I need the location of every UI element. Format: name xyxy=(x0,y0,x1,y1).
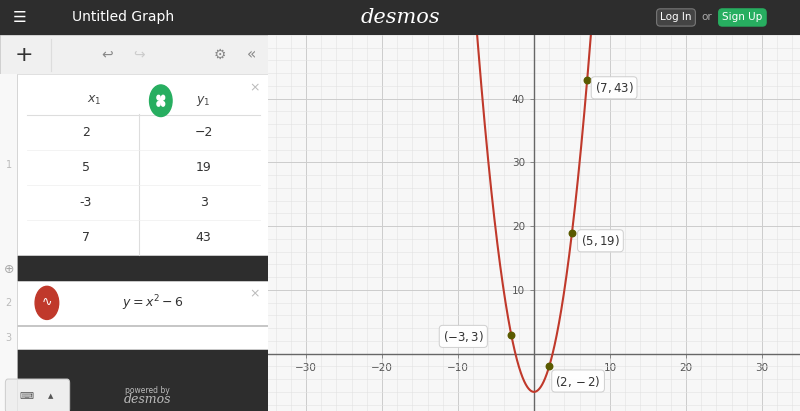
Text: Sign Up: Sign Up xyxy=(722,12,762,23)
Text: 3: 3 xyxy=(6,332,12,343)
Text: desmos: desmos xyxy=(124,393,171,406)
Text: 43: 43 xyxy=(196,231,211,244)
Text: ⊕: ⊕ xyxy=(3,263,14,277)
Text: ↪: ↪ xyxy=(134,48,145,62)
Text: or: or xyxy=(702,12,713,23)
Circle shape xyxy=(150,85,172,117)
Text: 5: 5 xyxy=(82,161,90,174)
FancyBboxPatch shape xyxy=(0,35,268,74)
FancyBboxPatch shape xyxy=(18,281,268,325)
Point xyxy=(566,229,578,236)
Text: $(-3, 3)$: $(-3, 3)$ xyxy=(443,329,484,344)
Circle shape xyxy=(162,102,165,106)
Text: −2: −2 xyxy=(194,126,213,139)
Text: $(2, -2)$: $(2, -2)$ xyxy=(555,374,601,388)
Text: 3: 3 xyxy=(200,196,208,209)
Text: -3: -3 xyxy=(79,196,92,209)
Circle shape xyxy=(157,95,160,100)
Point xyxy=(505,331,518,338)
Text: 1: 1 xyxy=(6,160,12,170)
Text: $(5, 19)$: $(5, 19)$ xyxy=(581,233,620,248)
Text: ☰: ☰ xyxy=(13,10,27,25)
Circle shape xyxy=(157,102,160,106)
Text: powered by: powered by xyxy=(125,386,170,395)
Text: ×: × xyxy=(250,287,260,300)
FancyBboxPatch shape xyxy=(0,74,18,411)
Text: $x_1$: $x_1$ xyxy=(86,94,101,107)
Text: ⚙: ⚙ xyxy=(214,48,226,62)
Text: +: + xyxy=(15,45,34,65)
Text: 7: 7 xyxy=(82,231,90,244)
Text: ↩: ↩ xyxy=(102,48,113,62)
Text: ∿: ∿ xyxy=(42,296,52,309)
FancyBboxPatch shape xyxy=(18,74,268,255)
Point xyxy=(581,76,594,83)
Text: Untitled Graph: Untitled Graph xyxy=(72,10,174,25)
Point xyxy=(543,363,556,369)
Text: $(7, 43)$: $(7, 43)$ xyxy=(594,80,634,95)
Text: $y_1$: $y_1$ xyxy=(197,94,211,108)
Circle shape xyxy=(162,95,165,100)
Circle shape xyxy=(159,99,162,103)
Text: Log In: Log In xyxy=(660,12,692,23)
Text: ▲: ▲ xyxy=(48,393,54,399)
Text: $y = x^2 - 6$: $y = x^2 - 6$ xyxy=(122,293,183,313)
FancyBboxPatch shape xyxy=(6,379,70,411)
Text: desmos: desmos xyxy=(360,8,440,27)
Text: ×: × xyxy=(250,81,260,94)
Text: «: « xyxy=(247,47,257,62)
FancyBboxPatch shape xyxy=(18,326,268,349)
Text: ⌨: ⌨ xyxy=(20,391,34,401)
Text: 19: 19 xyxy=(196,161,211,174)
Text: 2: 2 xyxy=(82,126,90,139)
Text: 2: 2 xyxy=(6,298,12,308)
Circle shape xyxy=(35,286,58,319)
